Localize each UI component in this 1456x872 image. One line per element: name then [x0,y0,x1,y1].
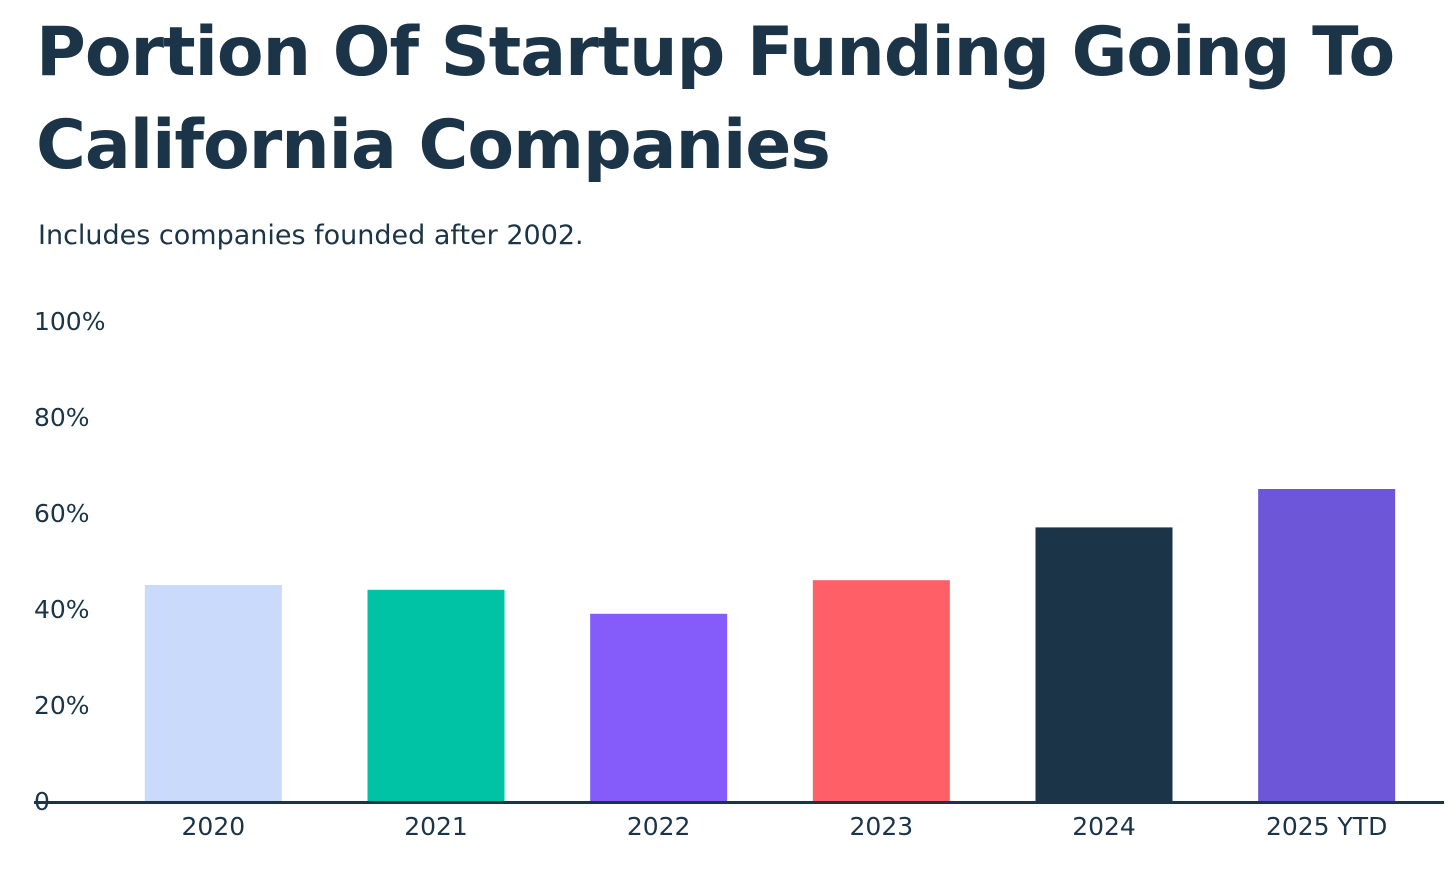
bar-2024 [1035,527,1173,801]
x-tick-label: 2021 [404,812,468,841]
chart-title: Portion Of Startup Funding Going To Cali… [36,13,1395,185]
x-axis-tick-labels: 2020 2021 2022 2023 2024 2025 YTD [182,812,1388,841]
y-tick-label: 40% [34,595,90,624]
bar-2022 [590,613,728,801]
y-tick-label: 100% [34,307,105,336]
x-tick-label: 2025 YTD [1266,812,1387,841]
y-axis-tick-labels: 020%40%60%80%100% [34,307,105,816]
bars [144,489,1396,801]
y-tick-label: 80% [34,403,90,432]
x-tick-label: 2022 [627,812,691,841]
bar-2020 [144,585,282,801]
y-tick-label: 60% [34,499,90,528]
x-tick-label: 2020 [182,812,246,841]
bar-2023 [812,580,950,801]
x-tick-label: 2024 [1072,812,1136,841]
x-tick-label: 2023 [850,812,914,841]
bar-2025-ytd [1258,489,1396,801]
y-tick-label: 20% [34,691,90,720]
bar-2021 [367,589,505,801]
chart-subtitle: Includes companies founded after 2002. [38,220,584,251]
